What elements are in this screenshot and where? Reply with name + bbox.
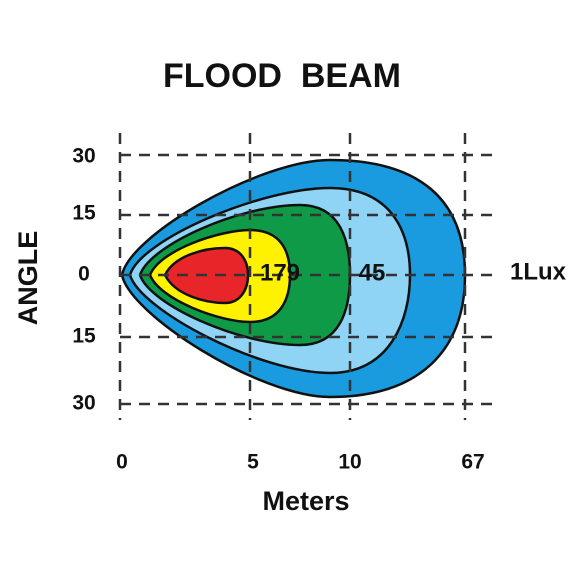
x-tick-label: 10 bbox=[338, 451, 361, 474]
zone-label: 1Lux bbox=[510, 258, 567, 285]
y-tick-label: 15 bbox=[72, 325, 96, 348]
x-tick-label: 5 bbox=[247, 451, 259, 474]
x-axis-label: Meters bbox=[262, 486, 349, 516]
y-tick-label: 30 bbox=[72, 392, 95, 415]
y-axis-label: ANGLE bbox=[13, 231, 43, 326]
y-tick-label: 0 bbox=[78, 263, 90, 286]
y-tick-label: 30 bbox=[72, 145, 95, 168]
y-tick-label: 15 bbox=[72, 202, 96, 225]
title: FLOOD BEAM bbox=[163, 57, 401, 95]
zone-label: 179 bbox=[260, 259, 300, 286]
zone-label: 45 bbox=[359, 259, 386, 286]
grid bbox=[118, 133, 497, 420]
x-tick-label: 0 bbox=[116, 451, 128, 474]
x-tick-label: 67 bbox=[461, 451, 484, 474]
